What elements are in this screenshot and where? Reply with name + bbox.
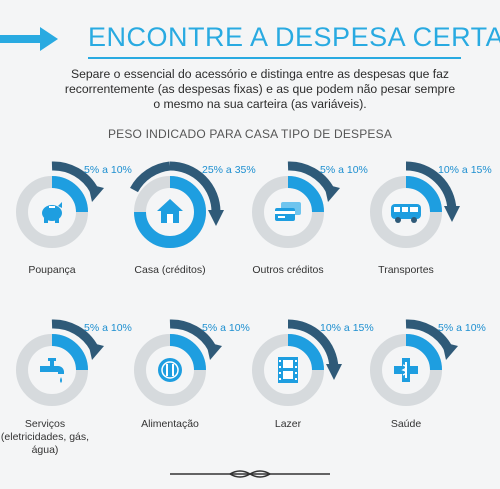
ring-chart xyxy=(130,161,224,248)
house-icon xyxy=(157,199,183,223)
bus-icon xyxy=(391,204,421,223)
item-label: Poupança xyxy=(28,264,76,276)
ring-chart xyxy=(16,161,104,248)
medical-icon xyxy=(394,358,418,382)
item-label: Lazer xyxy=(274,418,302,430)
percent-label: 25% a 35% xyxy=(202,164,256,176)
plate-cutlery-icon xyxy=(158,358,182,382)
ring-chart xyxy=(370,161,460,248)
percent-label: 10% a 15% xyxy=(438,164,492,176)
section-subtitle: PESO INDICADO PARA CASA TIPO DE DESPESA xyxy=(107,127,393,141)
ring-chart xyxy=(134,319,222,406)
item-label: Serviços (eletricidades, gás, água) xyxy=(0,418,90,456)
page-title: ENCONTRE A DESPESA CERTA xyxy=(88,22,500,52)
percent-label: 5% a 10% xyxy=(320,164,368,176)
title-underline xyxy=(88,57,461,59)
faucet-icon xyxy=(40,358,64,383)
ring-chart xyxy=(252,161,340,248)
item-label: Casa (créditos) xyxy=(134,264,206,276)
piggy-bank-icon xyxy=(42,202,62,223)
item-label: Alimentação xyxy=(141,418,199,430)
ring-chart xyxy=(252,319,342,406)
arrow-banner-icon xyxy=(0,27,58,51)
percent-label: 5% a 10% xyxy=(202,322,250,334)
ring-chart xyxy=(370,319,458,406)
item-label: Outros créditos xyxy=(252,264,324,276)
item-label: Transportes xyxy=(378,264,434,276)
ring-chart xyxy=(16,319,104,406)
item-label: Saúde xyxy=(390,418,422,430)
percent-label: 5% a 10% xyxy=(438,322,486,334)
ornament-divider xyxy=(170,470,330,478)
credit-cards-icon xyxy=(275,202,301,221)
percent-label: 5% a 10% xyxy=(84,164,132,176)
film-icon xyxy=(278,357,298,383)
percent-label: 5% a 10% xyxy=(84,322,132,334)
intro-text: Separe o essencial do acessório e distin… xyxy=(64,67,456,111)
percent-label: 10% a 15% xyxy=(320,322,374,334)
